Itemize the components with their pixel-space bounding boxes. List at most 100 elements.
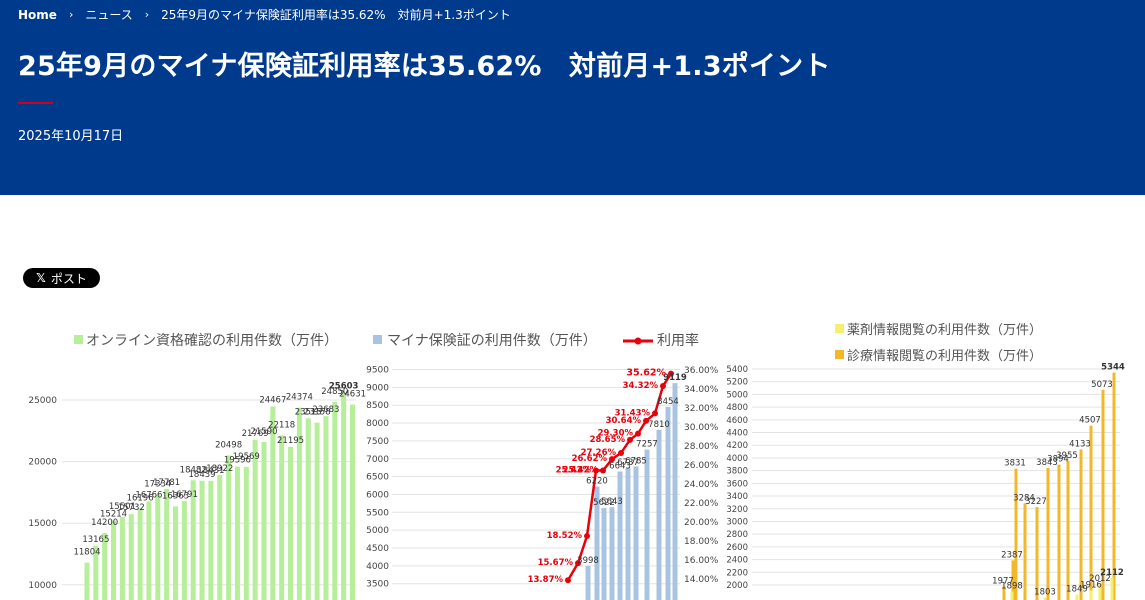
y-tick-label-right: 28.00% (684, 442, 719, 452)
breadcrumb-news-link[interactable]: ニュース (85, 8, 133, 22)
legend-swatch-online (74, 335, 83, 344)
y-tick-label-left: 4500 (366, 544, 389, 554)
bar (609, 507, 615, 600)
bar (341, 392, 347, 600)
data-label: 16363 (162, 491, 189, 501)
data-label: 5622 (593, 498, 615, 508)
maina-insurance-chart: マイナ保険証の利用件数（万件） 利用率 9500 9000 8500 8000 7500… (366, 332, 719, 600)
bar (665, 406, 671, 600)
data-label: 4507 (1079, 416, 1101, 426)
y-tick-label-left: 8000 (366, 419, 389, 429)
data-label: 5073 (1091, 380, 1113, 390)
data-label: 7810 (648, 420, 670, 430)
bar (1057, 464, 1061, 600)
x-post-button[interactable]: 𝕏 ポスト (23, 268, 100, 288)
y-tick-label-left: 9500 (366, 366, 389, 376)
data-label: 16791 (171, 490, 198, 500)
rate-label: 35.62% (626, 368, 666, 379)
x-logo-icon: 𝕏 (36, 271, 46, 285)
bar (1089, 425, 1093, 600)
bar (173, 506, 178, 600)
data-label: 3284 (1013, 493, 1035, 503)
bar (84, 562, 90, 600)
rate-label: 25.42% (563, 466, 599, 476)
y-tick-label-left: 6500 (366, 473, 389, 483)
data-label: 25603 (329, 382, 359, 392)
rate-point (660, 382, 666, 389)
bar (594, 486, 600, 600)
y-tick-label: 3000 (726, 517, 748, 527)
data-label: 3894 (1047, 455, 1069, 465)
data-label: 15214 (100, 510, 127, 520)
data-label: 18439 (189, 470, 216, 480)
bar (226, 455, 232, 600)
data-label: 3227 (1025, 497, 1047, 507)
bar (93, 545, 99, 600)
data-label: 16196 (127, 493, 154, 503)
bar (111, 520, 117, 600)
y-tick-label-right: 32.00% (684, 404, 719, 414)
legend-maina-label: マイナ保険証の利用件数（万件） (387, 333, 597, 349)
rate-point (600, 467, 606, 474)
legend-swatch-drug (835, 324, 844, 333)
y-tick-label: 2000 (726, 581, 748, 591)
y-tick-label: 4200 (726, 441, 748, 451)
data-label: 21195 (277, 436, 304, 446)
y-tick-label-right: 26.00% (684, 461, 719, 471)
data-label: 23515 (295, 407, 322, 417)
rate-label: 28.65% (590, 435, 626, 445)
data-label: 15501 (109, 502, 136, 512)
bar (601, 507, 607, 600)
bar (1079, 449, 1083, 600)
breadcrumb-current: 25年9月のマイナ保険証利用率は35.62% 対前月+1.3ポイント (161, 8, 511, 22)
bar (252, 439, 258, 600)
y-tick-label-right: 14.00% (684, 575, 719, 585)
data-label: 18431 (197, 466, 224, 476)
data-label: 21590 (250, 427, 277, 437)
data-label: 3955 (1056, 451, 1078, 461)
data-label: 2387 (1001, 550, 1023, 560)
bar (323, 416, 329, 600)
rate-point (635, 430, 641, 437)
y-tick-label-left: 7500 (366, 437, 389, 447)
y-tick-label-right: 24.00% (684, 480, 719, 490)
bar (155, 494, 161, 600)
bar (164, 488, 170, 600)
rate-label: 26.62% (572, 454, 608, 464)
y-tick-label: 5200 (726, 378, 748, 388)
rate-label: 25.42% (556, 466, 592, 476)
y-tick-label-left: 5000 (366, 526, 389, 536)
y-tick-label: 4000 (726, 454, 748, 464)
rate-point (575, 560, 581, 567)
rate-point (565, 577, 571, 584)
rate-point (584, 533, 590, 540)
page-title: 25年9月のマイナ保険証利用率は35.62% 対前月+1.3ポイント (18, 51, 831, 82)
y-tick-label: 2200 (726, 568, 748, 578)
data-label: 5643 (601, 497, 623, 507)
data-label: 21769 (242, 429, 269, 439)
data-label: 3831 (1004, 459, 1026, 469)
bar (243, 466, 249, 600)
bar (1112, 372, 1116, 600)
data-label: 1803 (1034, 588, 1056, 598)
breadcrumb-home-link[interactable]: Home (18, 7, 57, 22)
y-tick-label: 4400 (726, 429, 748, 439)
y-tick-label-right: 36.00% (684, 366, 719, 376)
data-label: 20498 (215, 440, 242, 450)
y-tick-label-left: 4000 (366, 562, 389, 572)
data-label: 24850 (321, 387, 348, 397)
bar (644, 449, 650, 600)
bar (633, 466, 639, 600)
y-tick-label: 5400 (726, 365, 748, 375)
data-label: 7257 (636, 440, 658, 450)
data-label: 2112 (1100, 568, 1124, 578)
rate-point (643, 417, 649, 424)
bar (1075, 594, 1079, 600)
bar (1014, 468, 1018, 600)
bar (208, 480, 214, 600)
data-label: 6737 (617, 458, 639, 468)
y-tick-label: 2400 (726, 556, 748, 566)
y-tick-label-right: 20.00% (684, 518, 719, 528)
bar (625, 468, 631, 600)
y-tick-label: 2600 (726, 543, 748, 553)
